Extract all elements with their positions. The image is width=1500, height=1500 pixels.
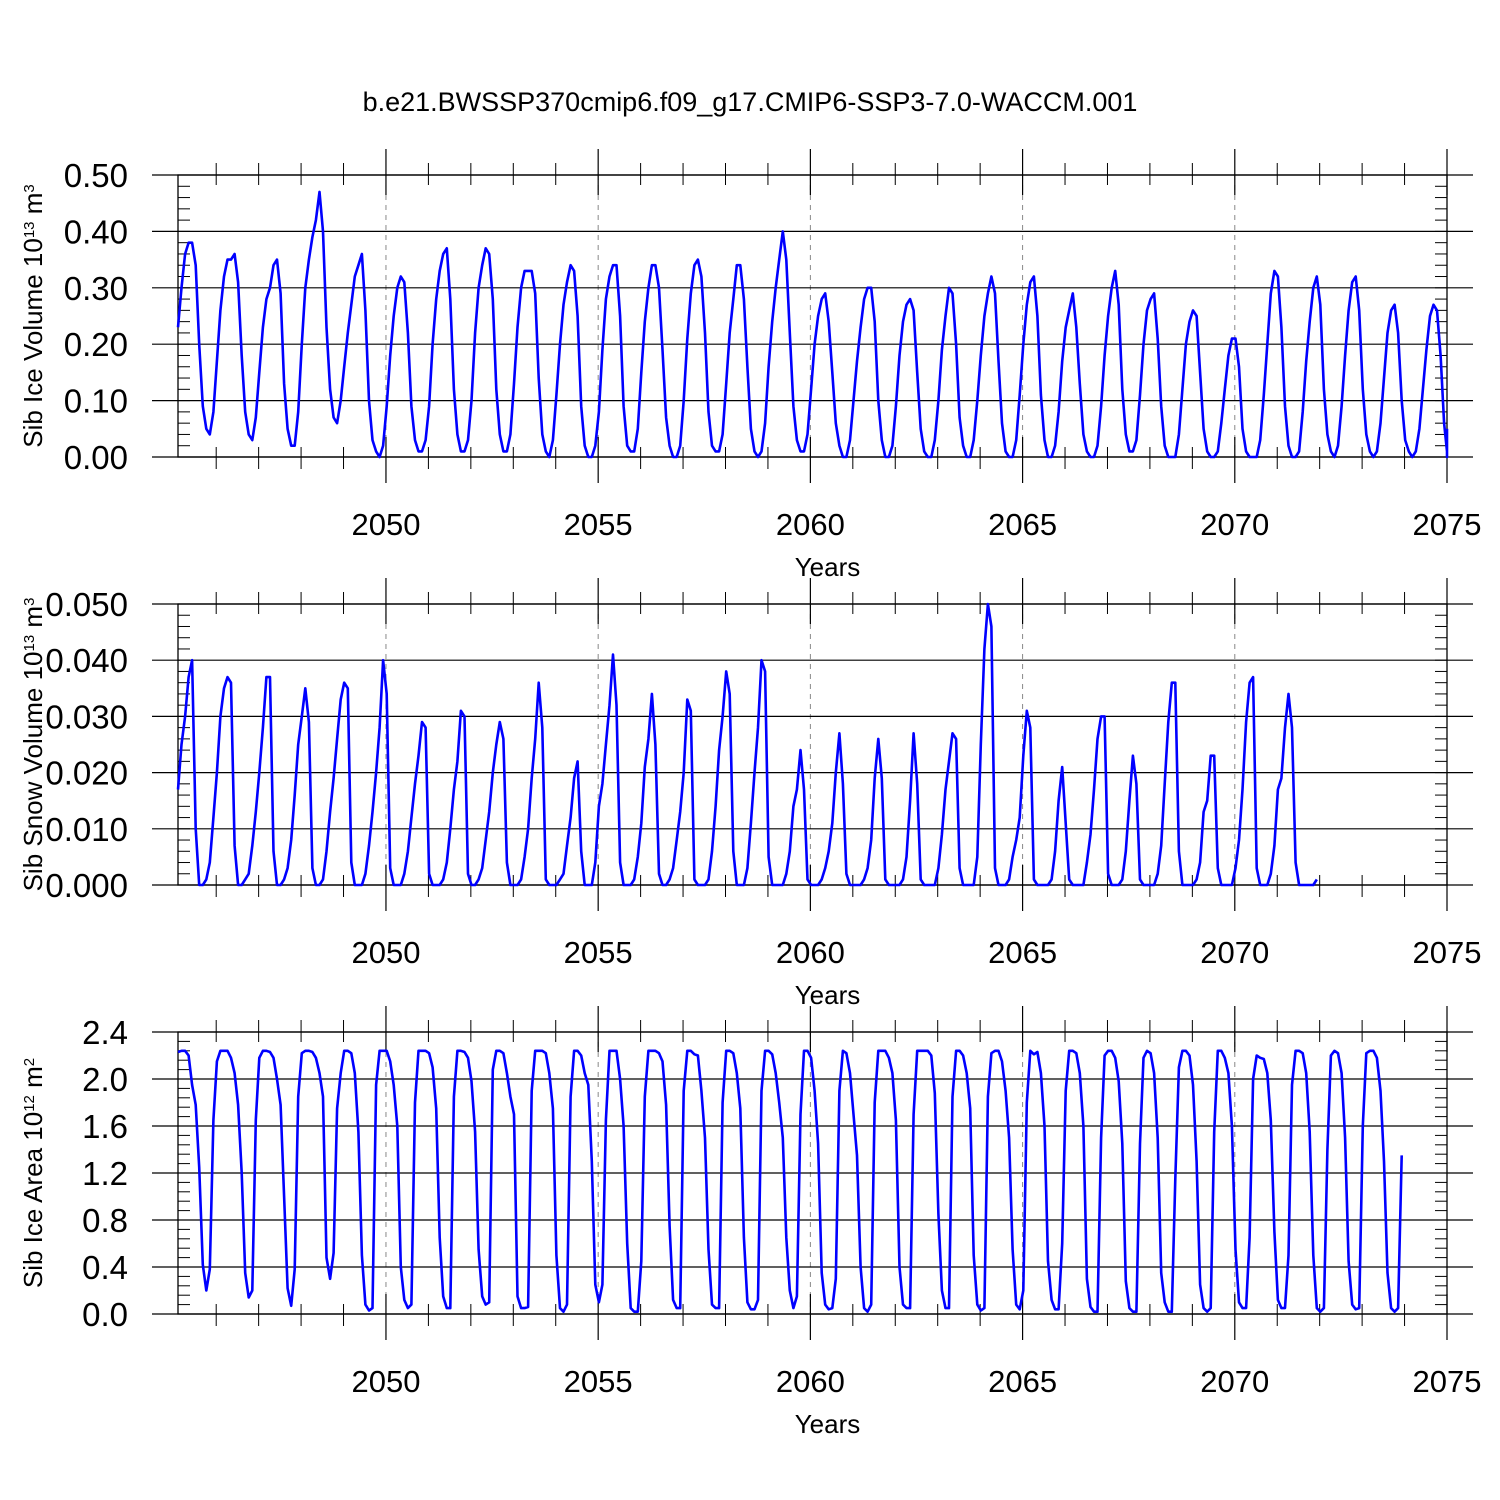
y-tick-label: 0.000 [45,867,128,904]
y-tick-label: 0.020 [45,755,128,792]
x-tick-label: 2070 [1200,935,1269,970]
y-tick-label: 0.10 [64,383,128,420]
x-tick-label: 2050 [351,1364,420,1399]
series-line [176,190,1449,459]
x-tick-label: 2055 [564,507,633,542]
x-tick-label: 2070 [1200,507,1269,542]
y-tick-label: 1.2 [82,1155,128,1192]
x-tick-label: 2075 [1413,1364,1482,1399]
x-tick-label: 2070 [1200,1364,1269,1399]
x-tick-label: 2060 [776,1364,845,1399]
series-line [177,1049,1403,1313]
y-tick-label: 0.20 [64,326,128,363]
x-tick-label: 2075 [1413,935,1482,970]
y-tick-label: 0.010 [45,811,128,848]
y-tick-label: 0.030 [45,698,128,735]
y-tick-label: 0.8 [82,1202,128,1239]
y-tick-label: 0.40 [64,213,128,250]
plot-frame [177,174,1448,458]
x-tick-label: 2060 [776,935,845,970]
y-tick-label: 1.6 [82,1108,128,1145]
x-tick-label: 2065 [988,1364,1057,1399]
y-tick-label: 0.050 [45,586,128,623]
y-tick-label: 0.4 [82,1249,128,1286]
x-axis-label: Years [795,552,861,582]
panel-snow-volume: 0.000 0.010 0.020 0.030 0.040 0.050 2050 2055 20… [18,578,1481,1010]
y-tick-label: 2.0 [82,1061,128,1098]
x-tick-label: 2065 [988,935,1057,970]
figure-title: b.e21.BWSSP370cmip6.f09_g17.CMIP6-SSP3-7… [363,87,1138,117]
x-tick-label: 2055 [564,935,633,970]
x-tick-label: 2055 [564,1364,633,1399]
y-axis-label: Sib Ice Volume 1013 m3 [18,184,48,448]
x-tick-label: 2075 [1413,507,1482,542]
y-tick-label: 0.00 [64,439,128,476]
panel-ice-area: 0.0 0.4 0.8 1.2 1.6 2.0 2.4 2050 2055 2060 2065 207… [18,1006,1481,1439]
x-axis-label: Years [795,1409,861,1439]
y-tick-label: 0.30 [64,270,128,307]
y-tick-label: 0.0 [82,1296,128,1333]
x-tick-label: 2050 [351,935,420,970]
y-axis-label: Sib Snow Volume 1013 m3 [18,598,48,892]
x-tick-label: 2060 [776,507,845,542]
y-tick-label: 2.4 [82,1014,128,1051]
y-tick-label: 0.50 [64,157,128,194]
panel-ice-volume: 0.00 0.10 0.20 0.30 0.40 0.50 2050 2055 2060 2065… [18,149,1481,582]
y-axis-label: Sib Ice Area 1012 m2 [18,1058,48,1288]
series-line [176,602,1318,887]
y-tick-label: 0.040 [45,642,128,679]
x-tick-label: 2065 [988,507,1057,542]
x-tick-label: 2050 [351,507,420,542]
x-axis-label: Years [795,980,861,1010]
